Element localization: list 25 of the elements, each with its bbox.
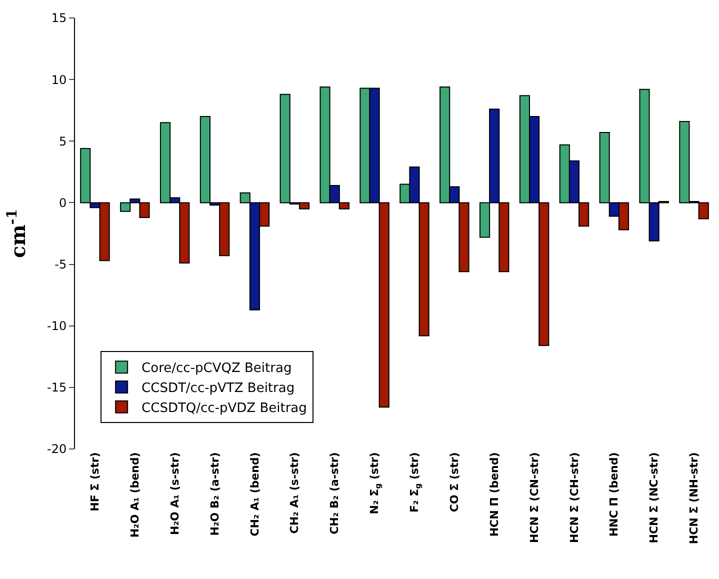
y-tick-label: 5 (58, 134, 67, 148)
x-tick-label: H₂O B₂ (a-str) (208, 452, 222, 536)
y-tick-label: -15 (46, 380, 67, 395)
y-tick-label: 10 (51, 72, 67, 87)
x-tick-label: CH₂ B₂ (a-str) (328, 452, 342, 534)
y-tick-label: 0 (58, 196, 67, 210)
x-tick-label: CH₂ A₁ (s-str) (288, 452, 302, 534)
x-tick-label: HF Σ (str) (88, 452, 102, 512)
legend-label: CCSDTQ/cc-pVDZ Beitrag (142, 400, 307, 416)
y-tick-label: -5 (54, 257, 67, 272)
x-tick-label: HNC Π (bend) (608, 452, 621, 537)
y-tick-label: 15 (51, 11, 67, 26)
legend-label: CCSDT/cc-pVTZ Beitrag (142, 381, 295, 396)
y-tick-label: -20 (46, 442, 67, 456)
x-tick-label: HCN Σ (NC-str) (648, 452, 661, 544)
x-tick-label: HCN Σ (CN-str) (528, 452, 541, 543)
x-tick-label: HCN Π (bend) (488, 452, 501, 537)
x-tick-label: CO Σ (str) (448, 452, 461, 512)
x-tick-label: HCN Σ (NH-str) (688, 452, 701, 544)
y-tick-label: -10 (46, 319, 67, 334)
x-tick-label: H₂O A₁ (bend) (128, 452, 142, 538)
x-tick-label: HCN Σ (CH-str) (568, 452, 581, 543)
x-tick-label: CH₂ A₁ (bend) (248, 452, 262, 536)
legend-label: Core/cc-pCVQZ Beitrag (142, 361, 292, 376)
x-tick-label: H₂O A₁ (s-str) (168, 452, 182, 535)
